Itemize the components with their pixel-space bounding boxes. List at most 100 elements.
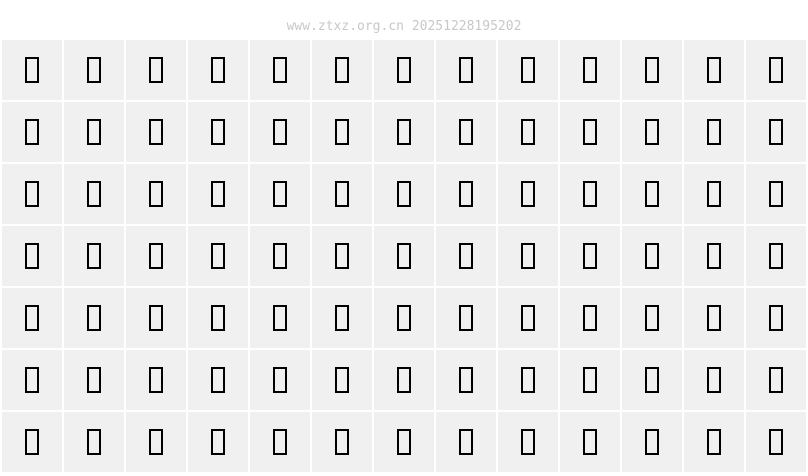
missing-glyph-icon bbox=[87, 57, 101, 83]
glyph-cell bbox=[684, 164, 744, 224]
missing-glyph-icon bbox=[397, 119, 411, 145]
glyph-cell bbox=[2, 164, 62, 224]
glyph-cell bbox=[746, 350, 806, 410]
glyph-cell bbox=[622, 350, 682, 410]
glyph-cell bbox=[312, 226, 372, 286]
missing-glyph-icon bbox=[397, 181, 411, 207]
glyph-cell bbox=[560, 288, 620, 348]
glyph-cell bbox=[188, 350, 248, 410]
glyph-cell bbox=[126, 412, 186, 472]
missing-glyph-icon bbox=[459, 181, 473, 207]
missing-glyph-icon bbox=[459, 57, 473, 83]
glyph-cell bbox=[312, 288, 372, 348]
glyph-cell bbox=[64, 40, 124, 100]
missing-glyph-icon bbox=[211, 57, 225, 83]
missing-glyph-icon bbox=[583, 429, 597, 455]
missing-glyph-icon bbox=[583, 367, 597, 393]
missing-glyph-icon bbox=[273, 305, 287, 331]
glyph-cell bbox=[250, 412, 310, 472]
missing-glyph-icon bbox=[583, 305, 597, 331]
missing-glyph-icon bbox=[645, 429, 659, 455]
glyph-cell bbox=[126, 288, 186, 348]
glyph-cell bbox=[622, 288, 682, 348]
missing-glyph-icon bbox=[25, 243, 39, 269]
glyph-cell bbox=[2, 412, 62, 472]
missing-glyph-icon bbox=[25, 181, 39, 207]
missing-glyph-icon bbox=[335, 119, 349, 145]
glyph-cell bbox=[684, 350, 744, 410]
missing-glyph-icon bbox=[769, 119, 783, 145]
glyph-cell bbox=[64, 288, 124, 348]
missing-glyph-icon bbox=[707, 305, 721, 331]
glyph-cell bbox=[684, 102, 744, 162]
missing-glyph-icon bbox=[769, 181, 783, 207]
glyph-cell bbox=[2, 350, 62, 410]
missing-glyph-icon bbox=[645, 367, 659, 393]
missing-glyph-icon bbox=[645, 305, 659, 331]
missing-glyph-icon bbox=[335, 305, 349, 331]
glyph-cell bbox=[622, 102, 682, 162]
glyph-cell bbox=[312, 40, 372, 100]
glyph-cell bbox=[250, 288, 310, 348]
missing-glyph-icon bbox=[273, 57, 287, 83]
glyph-cell bbox=[436, 226, 496, 286]
missing-glyph-icon bbox=[397, 429, 411, 455]
glyph-cell bbox=[374, 40, 434, 100]
missing-glyph-icon bbox=[769, 367, 783, 393]
glyph-cell bbox=[622, 164, 682, 224]
missing-glyph-icon bbox=[25, 367, 39, 393]
glyph-cell bbox=[374, 412, 434, 472]
missing-glyph-icon bbox=[273, 243, 287, 269]
glyph-cell bbox=[374, 226, 434, 286]
glyph-cell bbox=[684, 40, 744, 100]
missing-glyph-icon bbox=[211, 367, 225, 393]
glyph-cell bbox=[560, 226, 620, 286]
glyph-cell bbox=[312, 350, 372, 410]
missing-glyph-icon bbox=[459, 367, 473, 393]
missing-glyph-icon bbox=[707, 243, 721, 269]
missing-glyph-icon bbox=[521, 243, 535, 269]
glyph-cell bbox=[436, 102, 496, 162]
missing-glyph-icon bbox=[87, 243, 101, 269]
missing-glyph-icon bbox=[87, 119, 101, 145]
missing-glyph-icon bbox=[335, 367, 349, 393]
missing-glyph-icon bbox=[707, 429, 721, 455]
watermark-text: www.ztxz.org.cn 20251228195202 bbox=[286, 19, 522, 34]
glyph-cell bbox=[64, 226, 124, 286]
missing-glyph-icon bbox=[211, 305, 225, 331]
glyph-cell bbox=[188, 288, 248, 348]
missing-glyph-icon bbox=[273, 119, 287, 145]
missing-glyph-icon bbox=[335, 429, 349, 455]
glyph-cell bbox=[64, 102, 124, 162]
glyph-cell bbox=[684, 412, 744, 472]
missing-glyph-icon bbox=[211, 243, 225, 269]
glyph-cell bbox=[188, 40, 248, 100]
glyph-cell bbox=[746, 40, 806, 100]
missing-glyph-icon bbox=[25, 429, 39, 455]
glyph-cell bbox=[64, 350, 124, 410]
missing-glyph-icon bbox=[273, 429, 287, 455]
missing-glyph-icon bbox=[87, 305, 101, 331]
glyph-cell bbox=[250, 226, 310, 286]
glyph-cell bbox=[746, 102, 806, 162]
glyph-cell bbox=[188, 226, 248, 286]
missing-glyph-icon bbox=[521, 367, 535, 393]
glyph-cell bbox=[560, 164, 620, 224]
glyph-cell bbox=[250, 164, 310, 224]
missing-glyph-icon bbox=[645, 57, 659, 83]
glyph-cell bbox=[746, 412, 806, 472]
missing-glyph-icon bbox=[149, 181, 163, 207]
glyph-cell bbox=[436, 288, 496, 348]
missing-glyph-icon bbox=[521, 305, 535, 331]
glyph-cell bbox=[746, 288, 806, 348]
missing-glyph-icon bbox=[583, 181, 597, 207]
missing-glyph-icon bbox=[645, 181, 659, 207]
missing-glyph-icon bbox=[707, 57, 721, 83]
missing-glyph-icon bbox=[149, 57, 163, 83]
missing-glyph-icon bbox=[149, 243, 163, 269]
glyph-cell bbox=[436, 350, 496, 410]
missing-glyph-icon bbox=[645, 119, 659, 145]
glyph-cell bbox=[64, 164, 124, 224]
missing-glyph-icon bbox=[397, 367, 411, 393]
missing-glyph-icon bbox=[87, 181, 101, 207]
